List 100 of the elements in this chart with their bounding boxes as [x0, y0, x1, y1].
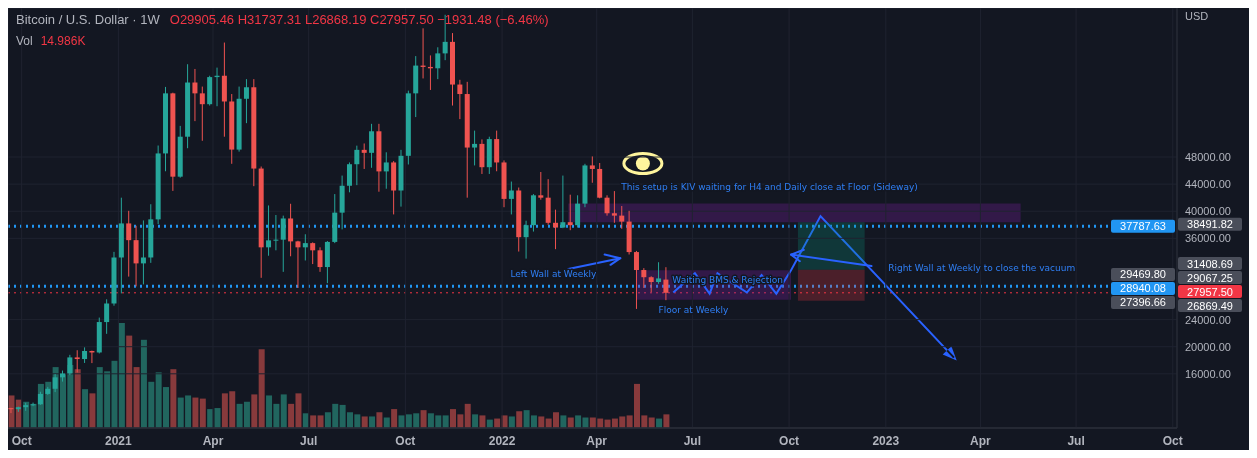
- ref-line-label: 28940.08: [1120, 282, 1166, 295]
- bar: [126, 335, 133, 428]
- candlestick: [656, 261, 662, 285]
- candlestick: [508, 181, 514, 215]
- candlestick: [126, 210, 132, 278]
- candlestick: [369, 123, 375, 169]
- annotation: 29469.80: [1120, 268, 1166, 281]
- bar: [376, 412, 383, 428]
- y-tick-label: 16000.00: [1185, 367, 1231, 380]
- candlestick: [310, 241, 316, 265]
- bar: [170, 369, 177, 428]
- candlestick: [619, 205, 625, 230]
- y-tick-label: 40000.00: [1185, 205, 1231, 218]
- annotation: Right Wall at Weekly to close the vacuum: [888, 263, 1076, 274]
- annotation: 14.986K: [40, 34, 86, 48]
- x-tick-label: Jul: [683, 433, 702, 448]
- bar: [82, 389, 89, 428]
- bar: [391, 409, 398, 428]
- candlestick: [354, 145, 360, 186]
- candlestick: [560, 175, 566, 229]
- candlestick: [589, 155, 595, 184]
- y-axis-title: USD: [1185, 10, 1209, 22]
- bar: [214, 408, 221, 428]
- candlestick: [538, 171, 544, 201]
- bar: [663, 414, 670, 428]
- x-tick-label: Oct: [779, 433, 800, 448]
- bar: [310, 415, 317, 428]
- chart-title: Bitcoin / U.S. Dollar · 1W: [16, 12, 160, 27]
- candlestick: [472, 130, 478, 166]
- candlestick: [567, 194, 573, 231]
- text: 26869.49: [1187, 299, 1233, 312]
- x-tick-label: 2022: [488, 433, 516, 448]
- candlestick: [553, 209, 559, 250]
- candlestick: [346, 161, 352, 193]
- candlestick: [604, 194, 610, 217]
- bar: [508, 416, 515, 428]
- x-tick-label: Jul: [1067, 433, 1085, 448]
- ref-line-label: 27957.50: [1187, 285, 1233, 298]
- bar: [251, 394, 258, 428]
- bar: [280, 394, 287, 428]
- candlestick: [523, 220, 529, 260]
- bar: [420, 410, 427, 428]
- candlestick: [457, 79, 463, 120]
- x-tick-label: Oct: [11, 433, 32, 448]
- candlestick: [199, 86, 205, 142]
- candlestick: [317, 246, 323, 273]
- bar: [516, 411, 523, 428]
- x-tick-label: Apr: [970, 433, 992, 448]
- chart-title: Vol: [16, 34, 33, 48]
- annotation: Left Wall at Weekly: [510, 268, 597, 279]
- bar: [118, 323, 125, 428]
- bar: [472, 414, 479, 428]
- candlestick: [435, 46, 441, 80]
- x-tick-label: 2023: [872, 433, 900, 448]
- candlestick: [243, 78, 249, 124]
- x-tick-label: Oct: [395, 433, 416, 448]
- candlestick: [479, 138, 485, 175]
- bar: [199, 398, 206, 428]
- candlestick: [361, 142, 367, 170]
- ref-line-label: 37787.63: [1120, 220, 1166, 233]
- text: 38491.82: [1187, 218, 1233, 231]
- y-tick-label: 44000.00: [1185, 178, 1231, 191]
- annotation: Floor at Weekly: [658, 304, 729, 315]
- candlestick: [133, 225, 139, 287]
- candlestick: [494, 130, 500, 172]
- candlestick: [633, 250, 639, 310]
- y-tick-label: 20000.00: [1185, 340, 1231, 353]
- bar: [560, 415, 567, 428]
- bar: [479, 415, 486, 428]
- bar: [464, 403, 471, 428]
- bar: [317, 415, 324, 428]
- y-tick-label: 36000.00: [1185, 232, 1231, 245]
- candlestick: [140, 219, 146, 285]
- candlestick: [641, 267, 647, 289]
- y-tick-label: 24000.00: [1185, 313, 1231, 326]
- annotation: 27396.66: [1120, 296, 1166, 309]
- candlestick: [30, 402, 36, 407]
- candlestick: [663, 266, 669, 301]
- candlestick: [383, 151, 389, 190]
- bar: [258, 349, 265, 428]
- candlestick: [104, 298, 110, 335]
- bar: [398, 415, 405, 428]
- candlestick: [611, 190, 617, 224]
- candlestick: [266, 204, 272, 257]
- candlestick: [8, 407, 14, 414]
- candlestick: [280, 215, 286, 273]
- bar: [133, 367, 140, 428]
- candlestick: [52, 373, 58, 393]
- candlestick: [288, 203, 294, 257]
- x-tick-label: Apr: [586, 433, 608, 448]
- bar: [538, 416, 545, 428]
- x-tick-label: Oct: [1162, 433, 1183, 448]
- candlestick: [273, 214, 279, 251]
- annotation: This setup is KIV waiting for H4 and Daily close at Floor (Sideway): [620, 181, 918, 192]
- bar: [74, 369, 81, 428]
- y-tick-label: 48000.00: [1185, 150, 1231, 163]
- candlestick: [192, 68, 198, 122]
- bar: [192, 397, 199, 428]
- bar: [369, 416, 376, 428]
- x-tick-label: 2021: [105, 433, 133, 448]
